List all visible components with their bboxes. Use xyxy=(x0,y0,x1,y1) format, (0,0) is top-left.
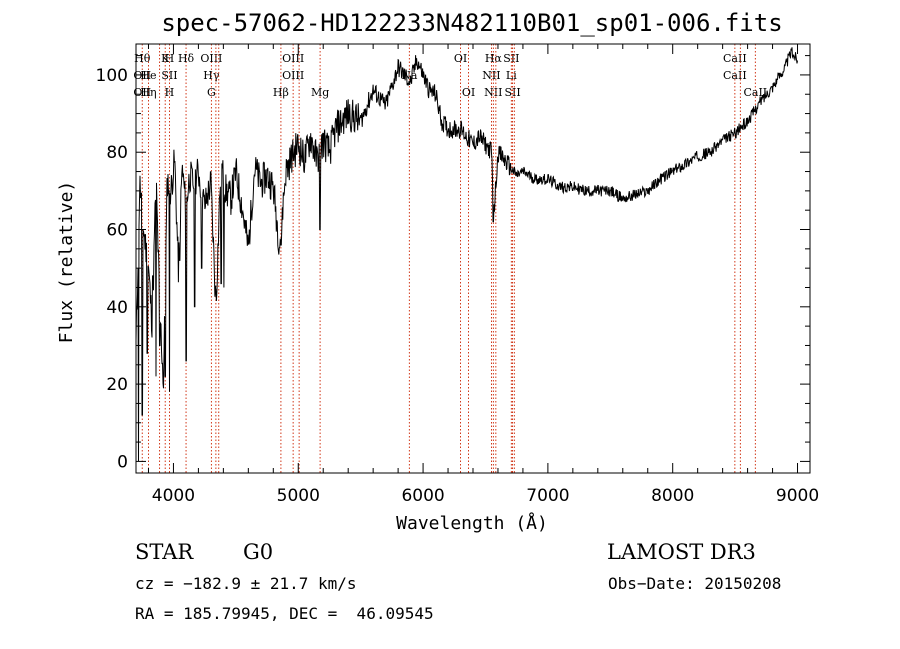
y-axis-label: Flux (relative) xyxy=(56,181,77,344)
line-label: SII xyxy=(504,86,520,99)
line-label: OIII xyxy=(282,69,304,82)
x-tick-label: 4000 xyxy=(152,486,195,506)
line-label: CaII xyxy=(723,52,747,65)
line-label: NII xyxy=(482,69,500,82)
plot-frame xyxy=(135,43,811,474)
line-label: OII xyxy=(133,86,151,99)
spectrum-line xyxy=(135,47,798,462)
line-label: OI xyxy=(462,86,475,99)
coordinates: RA = 185.79945, DEC = 46.09545 xyxy=(135,604,434,623)
line-label: K xyxy=(161,52,170,65)
line-label: OIII xyxy=(200,52,222,65)
y-tick-label: 100 xyxy=(96,66,128,86)
object-class: STAR xyxy=(135,540,194,564)
redshift-velocity: cz = −182.9 ± 21.7 km/s xyxy=(135,574,357,593)
line-label: NII xyxy=(484,86,502,99)
line-label: Mg xyxy=(311,86,329,99)
line-label: SII xyxy=(503,52,519,65)
line-label: Li xyxy=(506,69,517,82)
line-label: Hδ xyxy=(178,52,195,65)
line-label: H xyxy=(165,86,175,99)
y-tick-label: 20 xyxy=(106,375,128,395)
line-label: Hα xyxy=(485,52,503,65)
y-tick-label: 0 xyxy=(117,452,128,472)
line-label: SII xyxy=(161,69,177,82)
line-label: Hβ xyxy=(273,86,289,99)
line-label: CaII xyxy=(723,69,747,82)
line-label: CaII xyxy=(743,86,767,99)
line-label: OI xyxy=(454,52,467,65)
line-label: Hγ xyxy=(203,69,220,82)
x-tick-label: 8000 xyxy=(651,486,694,506)
y-tick-label: 60 xyxy=(106,221,128,241)
observation-date: Obs−Date: 20150208 xyxy=(608,574,782,593)
x-tick-label: 6000 xyxy=(401,486,444,506)
line-label: OII xyxy=(133,69,151,82)
line-label: Hη xyxy=(140,86,156,99)
y-tick-label: 80 xyxy=(106,143,128,163)
survey-name: LAMOST DR3 xyxy=(607,540,756,564)
x-tick-label: 7000 xyxy=(526,486,569,506)
x-tick-label: 5000 xyxy=(277,486,320,506)
line-label: He xyxy=(140,69,156,82)
chart-title: spec-57062-HD122233N482110B01_sp01-006.f… xyxy=(161,9,782,37)
x-axis-label: Wavelength (Å) xyxy=(396,512,548,534)
x-tick-label: 9000 xyxy=(776,486,819,506)
y-tick-label: 40 xyxy=(106,298,128,318)
line-label: OIII xyxy=(282,52,304,65)
line-label: G xyxy=(207,86,216,99)
line-label: H xyxy=(165,52,175,65)
subclass: G0 xyxy=(243,540,274,564)
